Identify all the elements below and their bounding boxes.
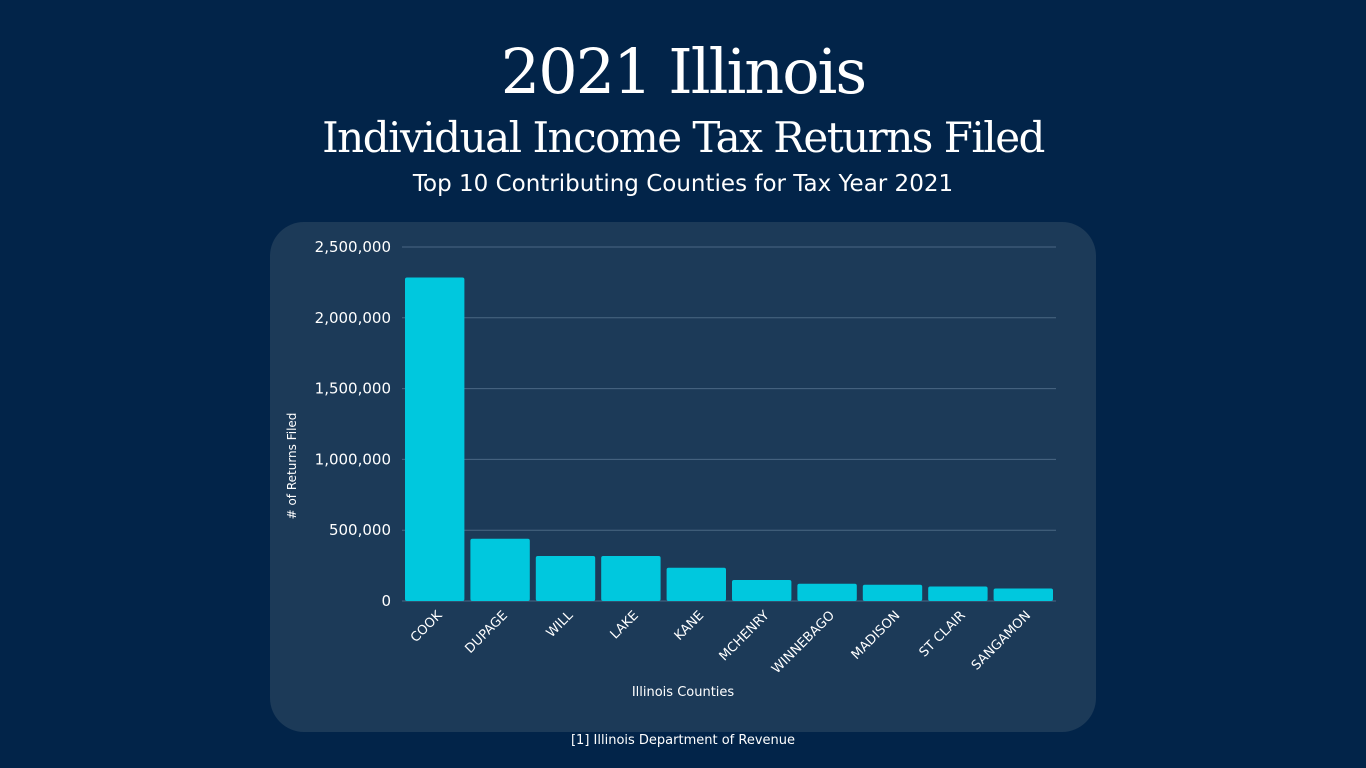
bar bbox=[862, 584, 923, 601]
bar bbox=[470, 538, 530, 601]
bar-chart: 0 500,000 1,000,000 1,500,000 2,000,000 2,500… bbox=[285, 238, 1056, 700]
x-tick-label: SANGAMON bbox=[969, 608, 1034, 673]
bar bbox=[405, 277, 465, 601]
chart-tagline: Top 10 Contributing Counties for Tax Yea… bbox=[412, 171, 954, 197]
y-tick-label: 1,000,000 bbox=[315, 450, 391, 468]
bar bbox=[535, 555, 596, 601]
chart-title: 2021 Illinois bbox=[500, 35, 867, 108]
x-tick-label: MCHENRY bbox=[717, 608, 773, 664]
chart-panel: 0 500,000 1,000,000 1,500,000 2,000,000 2,500… bbox=[270, 222, 1096, 732]
y-axis-title: # of Returns Filed bbox=[285, 413, 299, 520]
bar bbox=[732, 580, 792, 601]
bar bbox=[993, 588, 1053, 601]
x-tick-label: ST CLAIR bbox=[917, 608, 969, 660]
source-note: [1] Illinois Department of Revenue bbox=[570, 733, 795, 748]
x-tick-label: WILL bbox=[544, 608, 577, 641]
y-tick-label: 1,500,000 bbox=[315, 380, 391, 398]
y-tick-label: 2,500,000 bbox=[315, 238, 391, 256]
bar bbox=[666, 567, 726, 601]
y-tick-label: 0 bbox=[381, 592, 391, 610]
bar bbox=[601, 555, 661, 601]
x-tick-label: KANE bbox=[672, 608, 707, 643]
chart-subtitle: Individual Income Tax Returns Filed bbox=[322, 113, 1045, 162]
y-tick-label: 500,000 bbox=[329, 521, 391, 539]
bar bbox=[797, 583, 857, 601]
x-tick-label: LAKE bbox=[608, 608, 642, 642]
bar bbox=[928, 586, 988, 601]
x-tick-label: WINNEBAGO bbox=[769, 608, 838, 677]
x-tick-label: MADISON bbox=[849, 608, 904, 663]
x-tick-label: COOK bbox=[408, 608, 446, 646]
x-axis-title: Illinois Counties bbox=[632, 685, 735, 700]
y-tick-label: 2,000,000 bbox=[315, 309, 391, 327]
x-tick-label: DUPAGE bbox=[462, 608, 510, 656]
